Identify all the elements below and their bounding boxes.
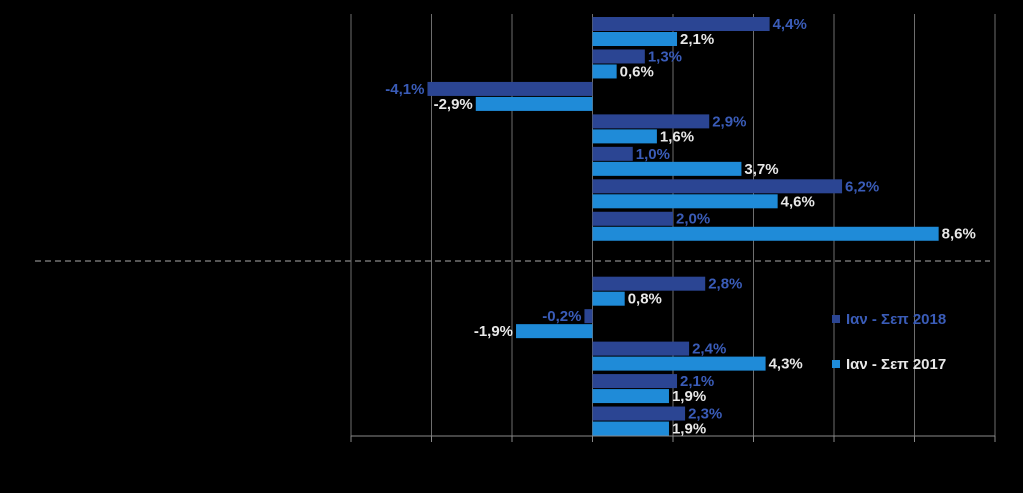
- bar: [516, 324, 593, 339]
- data-label: 2,1%: [680, 31, 714, 48]
- data-label: 2,4%: [692, 341, 726, 358]
- data-label: 2,3%: [688, 406, 722, 423]
- data-label: 1,9%: [672, 388, 706, 405]
- data-label: -1,9%: [474, 323, 513, 340]
- bar: [592, 194, 778, 209]
- data-label: 1,3%: [648, 48, 682, 65]
- data-label: 0,8%: [628, 291, 662, 308]
- bar: [592, 374, 678, 389]
- legend-label: Ιαν - Σεπ 2018: [846, 311, 946, 328]
- bar: [584, 309, 593, 324]
- data-label: 2,9%: [712, 113, 746, 130]
- data-label: 4,3%: [769, 356, 803, 373]
- bar: [592, 161, 742, 176]
- data-label: -4,1%: [385, 81, 424, 98]
- data-label: 4,6%: [781, 193, 815, 210]
- bar: [592, 211, 673, 226]
- bar: [592, 49, 645, 64]
- data-label: 2,1%: [680, 373, 714, 390]
- bar: [427, 81, 593, 96]
- bar: [592, 226, 939, 241]
- data-label: -2,9%: [434, 96, 473, 113]
- bar: [592, 421, 669, 436]
- legend-swatch: [832, 315, 840, 323]
- bar: [592, 129, 657, 144]
- bar: [592, 356, 766, 371]
- data-label: 6,2%: [845, 178, 879, 195]
- bar: [592, 389, 669, 404]
- legend-label: Ιαν - Σεπ 2017: [846, 356, 946, 373]
- data-label: 2,8%: [708, 276, 742, 293]
- data-label: 1,6%: [660, 128, 694, 145]
- data-label: 1,9%: [672, 421, 706, 438]
- bar: [592, 406, 686, 421]
- bar: [592, 64, 617, 79]
- bar: [592, 276, 706, 291]
- legend-swatch: [832, 360, 840, 368]
- data-label: 2,0%: [676, 211, 710, 228]
- bar: [592, 291, 625, 306]
- data-label: 8,6%: [942, 226, 976, 243]
- data-label: 1,0%: [636, 146, 670, 163]
- data-label: 3,7%: [744, 161, 778, 178]
- bar: [475, 96, 593, 111]
- bar: [592, 32, 678, 46]
- bar: [592, 146, 633, 161]
- bar: [592, 341, 690, 356]
- data-label: 0,6%: [620, 63, 654, 80]
- bar: [592, 114, 710, 129]
- data-label: 4,4%: [773, 16, 807, 33]
- bar: [592, 179, 843, 194]
- bar: [592, 17, 770, 31]
- data-label: -0,2%: [542, 308, 581, 325]
